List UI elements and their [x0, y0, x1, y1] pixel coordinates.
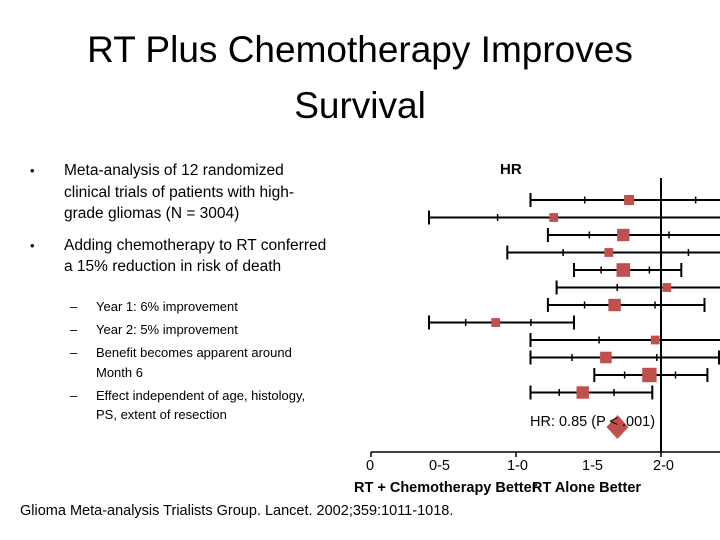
bullet-item: • Adding chemotherapy to RT conferred a … — [30, 235, 330, 278]
sub-bullet-item: – Year 2: 5% improvement — [70, 320, 320, 340]
right-axis-caption: RT Alone Better — [532, 480, 642, 496]
hazard-ratio-marker — [576, 386, 589, 399]
hazard-ratio-marker — [650, 335, 660, 345]
hazard-ratio-marker — [608, 298, 621, 312]
hazard-ratio-marker — [662, 283, 672, 292]
hazard-ratio-marker — [491, 318, 501, 327]
bullet-text: Meta-analysis of 12 randomized clinical … — [64, 162, 295, 222]
dash-marker: – — [70, 387, 78, 403]
dash-marker: – — [70, 345, 78, 360]
sub-bullet-text: Benefit becomes apparent around Month 6 — [96, 345, 292, 380]
left-axis-caption: RT + Chemotherapy Better — [354, 480, 538, 496]
sub-bullet-item: – Benefit becomes apparent around Month … — [70, 343, 320, 382]
slide-title: RT Plus Chemotherapy Improves Survival — [87, 29, 633, 126]
x-tick-label: 0 — [366, 458, 375, 474]
hr-column-label: HR — [500, 161, 522, 178]
sub-bullet-text: Year 2: 5% improvement — [96, 322, 238, 337]
x-tick-label: 1-5 — [582, 458, 603, 474]
dash-marker: – — [70, 299, 78, 314]
sub-bullet-text: Year 1: 6% improvement — [96, 299, 238, 314]
citation: Glioma Meta-analysis Trialists Group. La… — [20, 503, 454, 519]
hazard-ratio-marker — [600, 351, 612, 364]
sub-bullet-item: – Effect independent of age, histology, … — [70, 386, 320, 425]
bullet-text: Adding chemotherapy to RT conferred a 15… — [64, 236, 327, 276]
hazard-ratio-marker — [604, 248, 614, 257]
summary-diamond — [606, 415, 629, 439]
dash-marker: – — [70, 322, 78, 337]
hazard-ratio-marker — [617, 228, 630, 242]
hazard-ratio-marker — [616, 263, 631, 277]
x-tick-label: 2-0 — [653, 458, 674, 474]
hazard-ratio-marker — [624, 195, 635, 205]
hazard-ratio-marker — [549, 213, 559, 222]
bullet-list: • Meta-analysis of 12 randomized clinica… — [30, 160, 330, 288]
sub-bullet-list: – Year 1: 6% improvement – Year 2: 5% im… — [70, 297, 320, 428]
bullet-marker: • — [30, 163, 35, 178]
summary-hr-text: HR: 0.85 (P < .001) — [530, 414, 656, 430]
x-tick-label: 0-5 — [429, 458, 450, 474]
sub-bullet-item: – Year 1: 6% improvement — [70, 297, 320, 317]
sub-bullet-text: Effect independent of age, histology, PS… — [96, 387, 306, 423]
bullet-marker: • — [30, 237, 35, 253]
bullet-item: • Meta-analysis of 12 randomized clinica… — [30, 160, 330, 225]
x-tick-label: 1-0 — [507, 458, 528, 474]
hazard-ratio-marker — [642, 367, 657, 383]
